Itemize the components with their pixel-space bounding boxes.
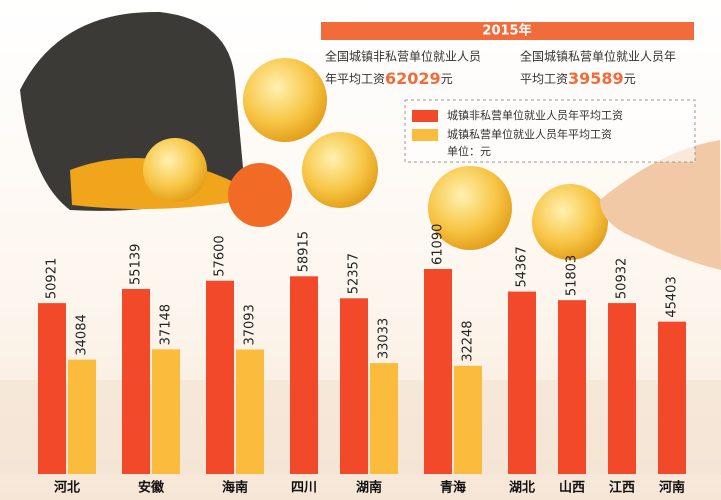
bar [340,298,368,474]
summary-unit: 元 [624,72,636,86]
value-label: 33033 [377,318,392,359]
value-label: 61090 [431,224,446,265]
decoration [0,11,721,475]
bar [38,303,66,474]
value-label: 54367 [515,246,530,287]
value-label: 58915 [297,231,312,272]
bar [236,349,264,474]
bar [424,269,452,474]
legend-swatch [412,110,438,122]
bar [290,276,318,474]
summary-line: 全国城镇私营单位就业人员年 [520,49,676,64]
summary-value: 39589 [568,69,624,88]
bar [152,349,180,474]
x-tick-label: 河南 [659,480,685,496]
x-tick-label: 江西 [609,480,635,496]
x-tick-label: 四川 [291,481,317,496]
value-label: 50921 [45,258,60,299]
summary-label: 年平均工资 [325,72,385,86]
unit-label: 单位：元 [447,144,491,158]
x-tick-label: 海南 [222,480,248,496]
bar [68,359,96,474]
bar [508,291,536,474]
summary-line: 全国城镇非私营单位就业人员 [325,49,481,64]
summary-unit: 元 [441,72,453,86]
summary-label: 平均工资 [520,72,568,86]
bar [658,321,686,474]
summary-line: 年平均工资62029元 [325,69,453,88]
bar [206,280,234,474]
value-label: 57600 [213,235,228,276]
legend-box [404,99,696,163]
x-tick-label: 山西 [559,480,585,496]
x-tick-label: 青海 [440,480,466,496]
bar [122,288,150,474]
bar [558,300,586,474]
value-label: 55139 [129,244,144,285]
x-tick-label: 安徽 [138,480,165,496]
x-tick-label: 湖北 [509,481,535,496]
value-label: 50932 [615,258,630,299]
x-tick-label: 湖南 [356,480,382,496]
value-label: 51803 [565,255,580,296]
bar [608,303,636,474]
summary-value: 62029 [385,69,441,88]
legend-swatch [412,129,438,141]
value-label: 45403 [665,276,680,317]
legend-label: 城镇私营单位就业人员年平均工资 [447,127,612,141]
value-label: 37093 [243,304,258,345]
bar [370,363,398,474]
value-label: 32248 [461,320,476,361]
value-label: 52357 [347,253,362,294]
x-tick-label: 河北 [54,480,80,496]
legend-label: 城镇非私营单位就业人员年平均工资 [447,108,623,122]
summary-line: 平均工资39589元 [520,69,636,88]
value-label: 37148 [159,304,174,345]
bar [454,365,482,474]
value-label: 34084 [75,314,90,355]
chart-title: 2015年 [482,23,531,39]
title-banner [321,22,694,40]
